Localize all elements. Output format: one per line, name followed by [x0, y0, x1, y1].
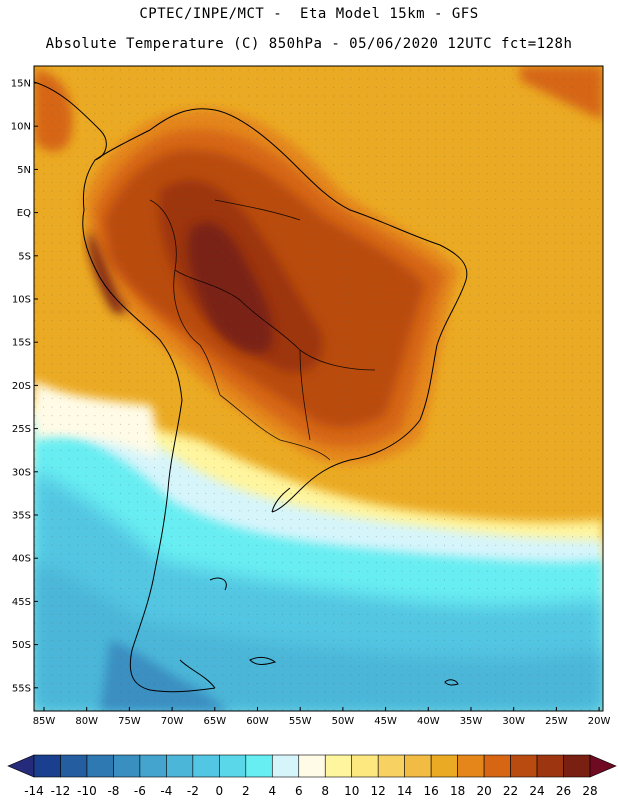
lon-label: 80W	[75, 716, 98, 727]
colorbar-swatch	[139, 754, 167, 778]
lat-label: 40S	[12, 554, 31, 565]
lat-label: 45S	[12, 597, 31, 608]
colorbar-tick-label: 14	[397, 784, 412, 798]
lat-label: 10S	[12, 295, 31, 306]
colorbar-tick-label: 20	[476, 784, 491, 798]
lat-label: 15S	[12, 338, 31, 349]
lat-label: 15N	[11, 79, 31, 90]
colorbar-tick-label: 2	[242, 784, 250, 798]
colorbar-swatch	[219, 754, 247, 778]
lat-label: EQ	[17, 208, 31, 219]
colorbar-swatch	[324, 754, 353, 778]
lat-label: 20S	[12, 381, 31, 392]
lon-label: 55W	[289, 716, 312, 727]
colorbar-tick-label: -8	[107, 784, 119, 798]
lat-label: 50S	[12, 640, 31, 651]
colorbar-swatch	[351, 754, 379, 778]
colorbar-tick-label: 10	[344, 784, 359, 798]
colorbar-tick-label: 18	[450, 784, 465, 798]
colorbar-tick-label: 22	[503, 784, 518, 798]
colorbar-tick-label: -12	[51, 784, 71, 798]
colorbar-swatch	[192, 754, 220, 778]
colorbar-swatch	[483, 754, 511, 778]
lat-label: 5S	[18, 251, 31, 262]
colorbar-swatch	[536, 754, 564, 778]
colorbar-tick-label: 24	[529, 784, 544, 798]
graticule-dots	[34, 66, 603, 711]
colorbar-tick-label: 4	[268, 784, 276, 798]
lat-label: 30S	[12, 467, 31, 478]
lon-label: 70W	[161, 716, 184, 727]
colorbar-swatch	[457, 754, 485, 778]
latitude-axis: 15N 10N 5N EQ 5S 10S 15S 20S 25S 30S 35S 40S 45S 50S 5…	[11, 79, 38, 694]
colorbar-tick-label: -14	[24, 784, 44, 798]
map-frame	[33, 65, 604, 712]
colorbar-swatch	[271, 754, 300, 778]
lat-label: 10N	[11, 122, 31, 133]
colorbar-overflow-arrow	[589, 754, 617, 778]
lon-label: 85W	[33, 716, 56, 727]
lat-label: 35S	[12, 511, 31, 522]
colorbar-tick-label: 26	[556, 784, 571, 798]
colorbar-swatch	[166, 754, 194, 778]
colorbar-swatch	[430, 754, 458, 778]
colorbar-tick-label: -2	[187, 784, 199, 798]
temperature-field	[34, 66, 603, 711]
lon-label: 75W	[118, 716, 141, 727]
colorbar: -14 -12 -10 -8 -6 -4 -2 0 2 4 6 8 10 12 14 16 18 20 22 24 26…	[7, 754, 617, 798]
colorbar-tick-label: 8	[321, 784, 329, 798]
colorbar-tick-label: 0	[216, 784, 224, 798]
colorbar-underflow-arrow	[7, 754, 35, 778]
colorbar-swatch	[86, 754, 114, 778]
colorbar-swatch	[298, 754, 326, 778]
colorbar-tick-label: 6	[295, 784, 303, 798]
map-title-line-1: CPTEC/INPE/MCT - Eta Model 15km - GFS	[139, 6, 479, 22]
colorbar-swatch	[60, 754, 88, 778]
colorbar-tick-label: 12	[371, 784, 386, 798]
colorbar-swatch	[404, 754, 432, 778]
lat-label: 25S	[12, 424, 31, 435]
colorbar-swatch	[245, 754, 273, 778]
colorbar-swatch	[377, 754, 405, 778]
colorbar-swatch	[510, 754, 538, 778]
colorbar-tick-label: -10	[77, 784, 97, 798]
lon-label: 65W	[203, 716, 226, 727]
colorbar-tick-label: 16	[424, 784, 439, 798]
lon-label: 60W	[246, 716, 269, 727]
colorbar-swatch	[33, 754, 61, 778]
lon-label: 35W	[460, 716, 483, 727]
map-title-line-2: Absolute Temperature (C) 850hPa - 05/06/…	[45, 36, 573, 52]
lon-label: 45W	[374, 716, 397, 727]
lon-label: 30W	[502, 716, 525, 727]
colorbar-tick-label: 28	[582, 784, 597, 798]
lon-label: 25W	[545, 716, 568, 727]
colorbar-swatch	[113, 754, 141, 778]
lon-label: 40W	[417, 716, 440, 727]
lon-label: 20W	[588, 716, 611, 727]
longitude-axis: 85W 80W 75W 70W 65W 60W 55W 50W 45W 40W 35W 30W 25W 2…	[33, 707, 611, 727]
lon-label: 50W	[332, 716, 355, 727]
colorbar-tick-label: -4	[160, 784, 172, 798]
colorbar-swatch	[563, 754, 591, 778]
colorbar-tick-label: -6	[134, 784, 146, 798]
lat-label: 55S	[12, 683, 31, 694]
lat-label: 5N	[17, 165, 31, 176]
